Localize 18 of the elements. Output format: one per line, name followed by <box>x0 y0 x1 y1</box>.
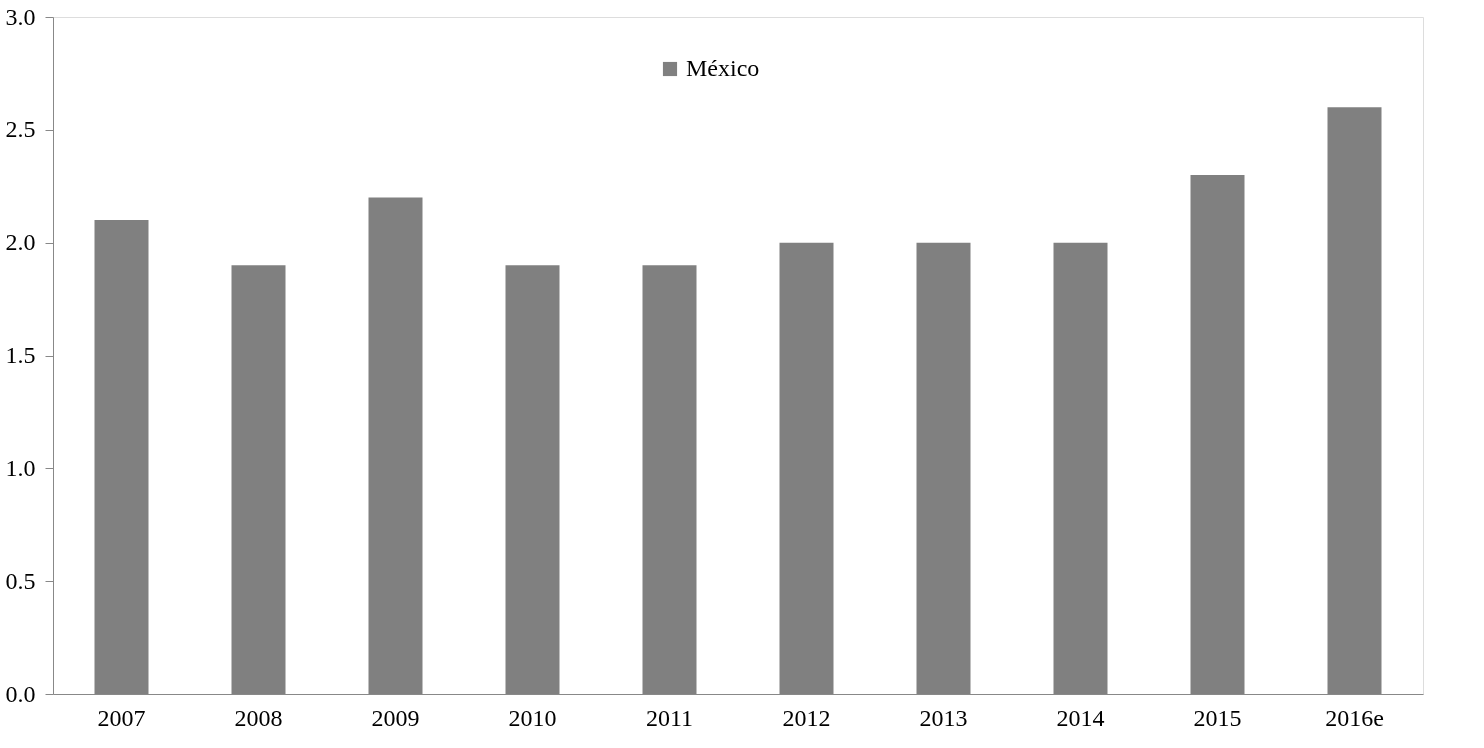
x-tick-label: 2015 <box>1193 704 1242 731</box>
x-tick-label: 2016e <box>1325 704 1384 731</box>
y-tick-label: 3.0 <box>5 3 36 30</box>
y-tick-label: 2.0 <box>5 229 36 256</box>
y-tick-label: 1.0 <box>5 454 36 481</box>
x-tick-label: 2007 <box>97 704 146 731</box>
legend-label: México <box>686 55 760 81</box>
y-tick-label: 0.5 <box>5 567 36 594</box>
x-tick-label: 2013 <box>919 704 968 731</box>
x-tick-label: 2011 <box>645 704 694 731</box>
x-tick-label: 2012 <box>782 704 831 731</box>
y-tick-label: 0.0 <box>5 680 36 707</box>
x-tick-label: 2014 <box>1056 704 1105 731</box>
y-tick-label: 2.5 <box>5 116 36 143</box>
y-tick-label: 1.5 <box>5 342 36 368</box>
x-tick-label: 2009 <box>371 704 420 731</box>
x-tick-label: 2008 <box>234 704 283 731</box>
x-tick-label: 2010 <box>508 704 557 731</box>
